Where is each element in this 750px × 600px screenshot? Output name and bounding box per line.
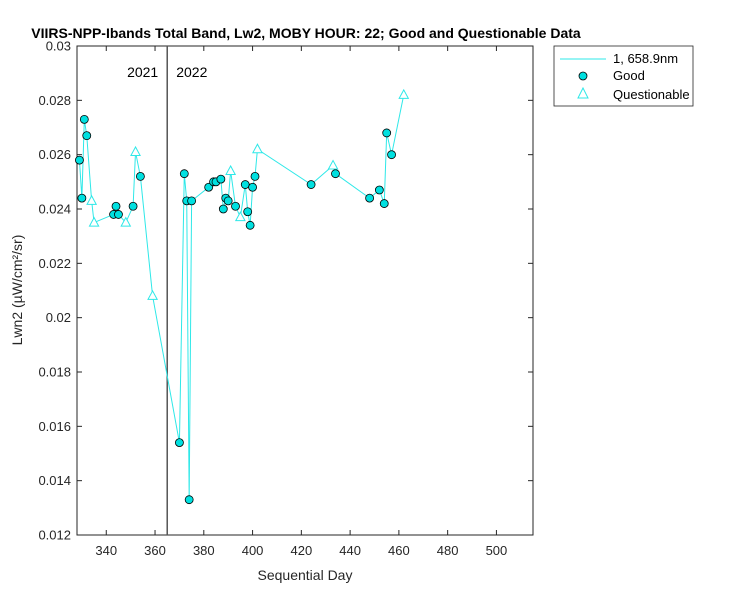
good-point xyxy=(365,193,375,203)
x-tick-label: 460 xyxy=(388,543,410,558)
good-point xyxy=(306,180,316,189)
y-tick-label: 0.024 xyxy=(38,202,71,217)
x-tick-label: 360 xyxy=(144,543,166,558)
questionable-point xyxy=(234,211,246,222)
y-tick-label: 0.03 xyxy=(46,39,71,54)
good-point xyxy=(179,169,189,179)
x-axis-label: Sequential Day xyxy=(258,567,353,583)
good-point xyxy=(240,180,250,189)
y-tick-label: 0.022 xyxy=(38,256,71,271)
good-point xyxy=(379,199,389,208)
good-point xyxy=(216,174,226,184)
chart-title: VIIRS-NPP-Ibands Total Band, Lw2, MOBY H… xyxy=(31,25,581,41)
good-point xyxy=(204,182,214,192)
questionable-point xyxy=(252,143,263,154)
y-tick-label: 0.028 xyxy=(38,93,71,108)
x-tick-label: 400 xyxy=(242,543,264,558)
y-axis: 0.012 0.014 0.016 0.018 0.02 0.022 0.024 0.026 0… xyxy=(38,39,533,543)
x-axis: 340 360 380 400 420 440 460 480 500 xyxy=(95,46,507,558)
good-point xyxy=(223,196,233,206)
questionable-point xyxy=(225,164,237,175)
y-tick-label: 0.02 xyxy=(46,310,71,325)
y-tick-label: 0.026 xyxy=(38,147,71,162)
good-point xyxy=(248,182,257,192)
y-tick-label: 0.014 xyxy=(38,473,71,488)
x-tick-label: 480 xyxy=(437,543,459,558)
legend-label-good: Good xyxy=(613,68,645,83)
legend: 1, 658.9nm Good Questionable xyxy=(553,45,694,107)
good-point xyxy=(245,220,255,230)
good-point xyxy=(187,196,197,206)
good-point xyxy=(387,150,396,160)
legend-label-questionable: Questionable xyxy=(613,87,690,102)
good-point xyxy=(218,204,228,214)
questionable-point xyxy=(398,88,410,99)
legend-triangle-swatch xyxy=(577,86,589,99)
y-axis-label: Lwn2 (µW/cm²/sr) xyxy=(9,235,25,346)
legend-circle-swatch xyxy=(578,71,588,81)
series-layer xyxy=(75,88,410,505)
good-point xyxy=(79,114,89,124)
year-label-2022: 2022 xyxy=(176,64,207,80)
good-point xyxy=(136,171,145,181)
good-point xyxy=(243,207,253,217)
year-label-2021: 2021 xyxy=(127,64,158,80)
legend-label-series: 1, 658.9nm xyxy=(613,51,678,66)
questionable-point xyxy=(88,216,100,227)
y-tick-label: 0.018 xyxy=(38,365,71,380)
x-tick-label: 420 xyxy=(290,543,312,558)
x-tick-label: 340 xyxy=(95,543,117,558)
x-tick-label: 380 xyxy=(193,543,215,558)
good-point xyxy=(111,201,121,211)
questionable-point xyxy=(120,216,132,227)
good-point xyxy=(114,210,123,219)
good-point xyxy=(75,155,84,165)
good-point xyxy=(331,169,340,179)
good-point xyxy=(231,201,240,211)
good-point xyxy=(250,171,260,181)
x-tick-label: 440 xyxy=(339,543,361,558)
good-point xyxy=(374,185,384,195)
y-tick-label: 0.016 xyxy=(38,419,71,434)
plot-area xyxy=(76,45,534,536)
questionable-point xyxy=(130,145,141,156)
x-tick-label: 500 xyxy=(486,543,508,558)
y-tick-label: 0.012 xyxy=(38,528,71,543)
questionable-point xyxy=(327,159,339,170)
good-point xyxy=(77,193,87,203)
legend-box xyxy=(553,45,694,107)
good-point xyxy=(184,495,194,505)
good-point xyxy=(175,438,184,448)
good-point xyxy=(128,201,138,211)
questionable-point xyxy=(86,194,98,205)
good-point xyxy=(382,128,392,138)
questionable-point xyxy=(147,289,159,300)
good-point xyxy=(82,131,92,141)
